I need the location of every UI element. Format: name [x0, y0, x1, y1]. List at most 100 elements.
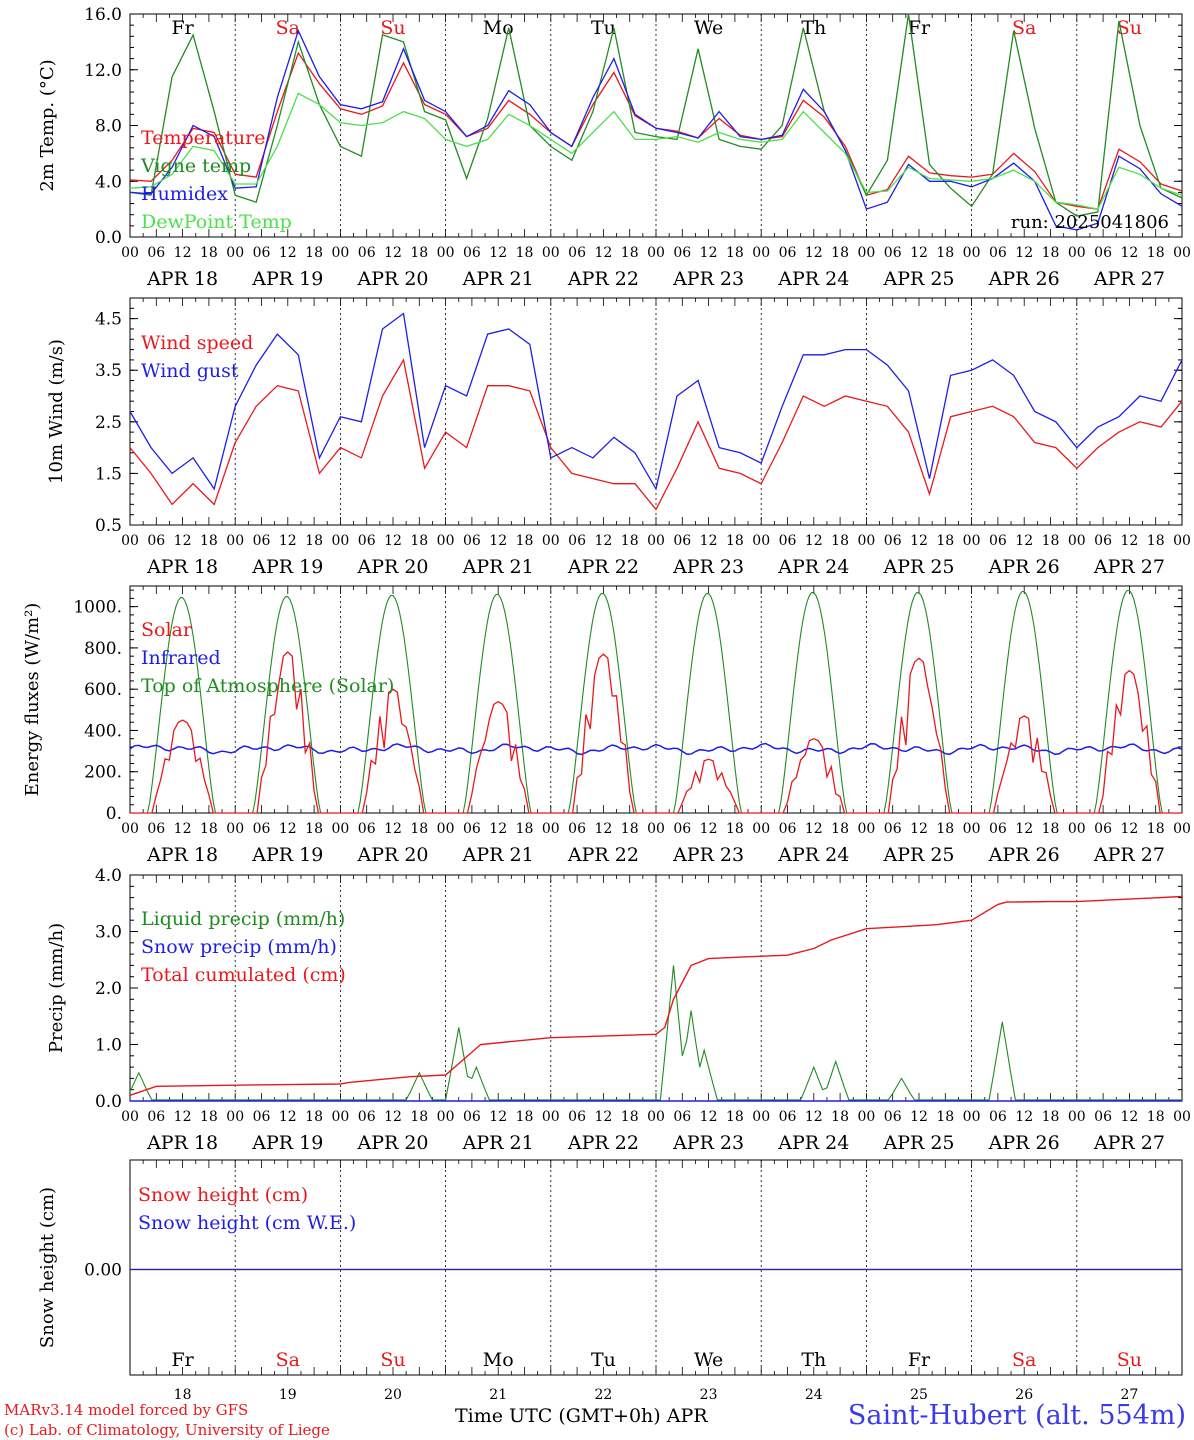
hour-tick-label: 00 — [647, 1109, 665, 1125]
y-tick-label: 3.5 — [95, 361, 122, 381]
hour-tick-label: 00 — [121, 245, 139, 261]
date-label: APR 24 — [777, 268, 849, 290]
hour-tick-label: 18 — [831, 821, 849, 837]
y-tick-label: 8.0 — [95, 117, 122, 137]
hour-tick-label: 18 — [516, 821, 534, 837]
hour-tick-label: 06 — [989, 533, 1007, 549]
hour-tick-label: 18 — [936, 821, 954, 837]
hour-tick-label: 12 — [805, 533, 823, 549]
weekday-label: Tu — [591, 1349, 616, 1371]
hour-tick-label: 12 — [384, 821, 402, 837]
date-label: APR 20 — [356, 268, 428, 290]
date-label: APR 21 — [462, 268, 534, 290]
hour-tick-label: 12 — [279, 245, 297, 261]
hour-tick-label: 06 — [147, 533, 165, 549]
hour-tick-label: 18 — [1042, 1109, 1060, 1125]
hour-tick-label: 12 — [174, 245, 192, 261]
hour-tick-label: 12 — [1015, 533, 1033, 549]
hour-tick-label: 00 — [437, 821, 455, 837]
series-line — [129, 965, 1182, 1101]
hour-tick-label: 00 — [1068, 533, 1086, 549]
model-credit: MARv3.14 model forced by GFS — [4, 1401, 249, 1419]
hour-tick-label: 18 — [726, 245, 744, 261]
hour-tick-label: 06 — [673, 1109, 691, 1125]
hour-tick-label: 12 — [910, 245, 928, 261]
day-number-label: 24 — [805, 1387, 823, 1403]
hour-tick-label: 18 — [516, 245, 534, 261]
hour-tick-label: 12 — [384, 533, 402, 549]
weekday-label: Sa — [1012, 17, 1036, 39]
y-tick-label: 1.5 — [95, 464, 122, 484]
hour-tick-label: 06 — [568, 1109, 586, 1125]
hour-tick-label: 18 — [936, 1109, 954, 1125]
legend-entry: Infrared — [141, 647, 221, 669]
hour-tick-label: 00 — [542, 821, 560, 837]
hour-tick-label: 12 — [489, 245, 507, 261]
hour-tick-label: 18 — [516, 533, 534, 549]
hour-tick-label: 06 — [1094, 821, 1112, 837]
hour-tick-label: 06 — [463, 1109, 481, 1125]
day-number-label: 20 — [384, 1387, 402, 1403]
date-label: APR 27 — [1093, 556, 1165, 578]
hour-tick-label: 00 — [752, 1109, 770, 1125]
hour-tick-label: 00 — [752, 821, 770, 837]
hour-tick-label: 12 — [1120, 1109, 1138, 1125]
hour-tick-label: 12 — [805, 245, 823, 261]
day-number-label: 21 — [489, 1387, 507, 1403]
weekday-label: Su — [1117, 17, 1142, 39]
hour-tick-label: 06 — [463, 245, 481, 261]
hour-tick-label: 00 — [1173, 245, 1191, 261]
station-name: Saint-Hubert (alt. 554m) — [847, 1400, 1186, 1431]
hour-tick-label: 12 — [700, 533, 718, 549]
hour-tick-label: 18 — [621, 1109, 639, 1125]
hour-tick-label: 06 — [253, 533, 271, 549]
date-label: APR 18 — [146, 556, 218, 578]
date-label: APR 27 — [1093, 268, 1165, 290]
hour-tick-label: 18 — [1147, 1109, 1165, 1125]
hour-tick-label: 06 — [463, 821, 481, 837]
hour-tick-label: 00 — [1173, 533, 1191, 549]
hour-tick-label: 06 — [989, 245, 1007, 261]
panel-precip: 00 06 12 18 00 06 12 18 00 06 12 18 00 06 12 18 00 06 12 18… — [46, 866, 1191, 1154]
hour-tick-label: 18 — [410, 533, 428, 549]
series-line — [129, 312, 1183, 491]
hour-tick-label: 18 — [831, 1109, 849, 1125]
hour-tick-label: 18 — [621, 821, 639, 837]
hour-tick-label: 12 — [384, 245, 402, 261]
day-number-label: 19 — [279, 1387, 297, 1403]
hour-tick-label: 18 — [200, 533, 218, 549]
weekday-label: Sa — [276, 17, 300, 39]
hour-tick-label: 06 — [358, 821, 376, 837]
hour-tick-label: 00 — [857, 821, 875, 837]
hour-tick-label: 06 — [884, 245, 902, 261]
date-label: APR 20 — [356, 1132, 428, 1154]
date-label: APR 24 — [777, 1132, 849, 1154]
hour-tick-label: 18 — [410, 245, 428, 261]
date-label: APR 18 — [146, 268, 218, 290]
y-axis-label: Snow height (cm) — [37, 1187, 58, 1348]
hour-tick-label: 06 — [253, 821, 271, 837]
hour-tick-label: 06 — [673, 821, 691, 837]
hour-tick-label: 00 — [1173, 1109, 1191, 1125]
legend-entry: Solar — [141, 619, 193, 641]
day-number-label: 26 — [1015, 1387, 1033, 1403]
hour-tick-label: 06 — [358, 533, 376, 549]
hour-tick-label: 12 — [489, 533, 507, 549]
legend-entry: Wind gust — [141, 360, 239, 382]
hour-tick-label: 00 — [121, 821, 139, 837]
series-line — [129, 13, 1183, 217]
hour-tick-label: 00 — [331, 245, 349, 261]
hour-tick-label: 18 — [410, 821, 428, 837]
hour-tick-label: 12 — [910, 821, 928, 837]
hour-tick-label: 00 — [752, 245, 770, 261]
weekday-label: Mo — [483, 1349, 514, 1371]
date-label: APR 18 — [146, 844, 218, 866]
hour-tick-label: 18 — [305, 533, 323, 549]
hour-tick-label: 12 — [700, 1109, 718, 1125]
hour-tick-label: 18 — [936, 245, 954, 261]
hour-tick-label: 06 — [779, 821, 797, 837]
hour-tick-label: 00 — [1173, 821, 1191, 837]
date-label: APR 22 — [567, 268, 639, 290]
weekday-label: Fr — [171, 17, 194, 39]
